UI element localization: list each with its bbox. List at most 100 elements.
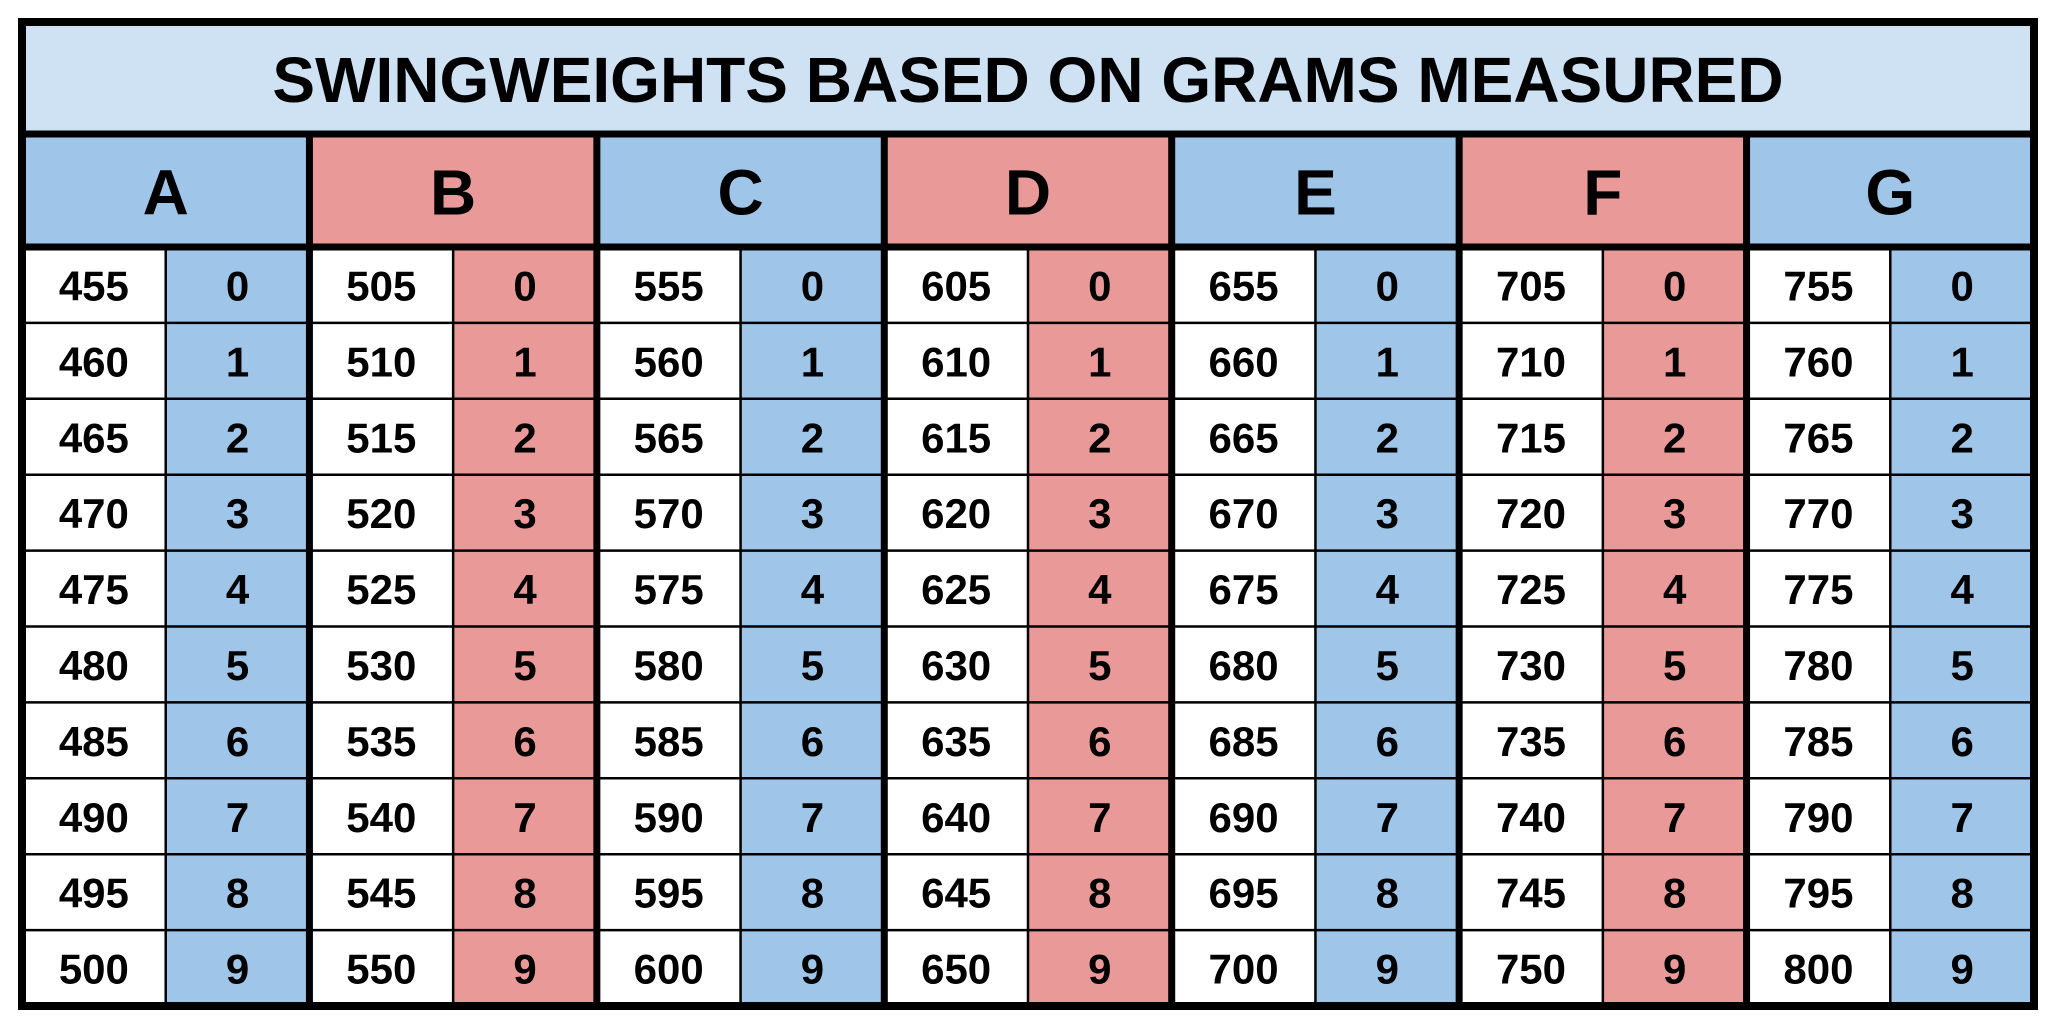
point-cell (1602, 626, 1747, 703)
swingweight-point-value: 8 (513, 870, 536, 917)
grams-value: 740 (1496, 794, 1566, 841)
point-cell (1602, 322, 1747, 399)
grams-value: 690 (1209, 794, 1279, 841)
grams-cell (596, 778, 741, 855)
grams-value: 605 (921, 262, 991, 309)
grams-cell (22, 474, 166, 551)
point-cell (165, 322, 310, 399)
grams-value: 725 (1496, 566, 1566, 613)
point-cell (1602, 247, 1747, 323)
swingweight-point-value: 3 (801, 490, 824, 537)
grams-cell (596, 322, 741, 399)
grams-value: 575 (634, 566, 704, 613)
grams-cell (1171, 550, 1316, 627)
swingweight-point-value: 8 (1663, 870, 1686, 917)
swingweight-point-value: 3 (1088, 490, 1111, 537)
swingweight-letter-d: D (1005, 157, 1051, 229)
point-cell (1315, 474, 1460, 551)
point-cell (1602, 474, 1747, 551)
point-cell (1890, 550, 2034, 627)
swingweight-point-value: 7 (801, 794, 824, 841)
grams-cell (1459, 626, 1603, 703)
swingweight-point-value: 2 (226, 414, 249, 461)
point-cell (740, 322, 885, 399)
grams-cell (596, 854, 741, 931)
grams-cell (884, 474, 1028, 551)
point-cell (1890, 854, 2034, 931)
point-cell (165, 778, 310, 855)
point-cell (1315, 854, 1460, 931)
point-cell (740, 854, 885, 931)
grams-cell (1171, 702, 1316, 779)
swingweight-point-value: 3 (1950, 490, 1973, 537)
grams-value: 630 (921, 642, 991, 689)
point-cell (453, 398, 597, 475)
grams-cell (1459, 398, 1603, 475)
swingweight-point-value: 0 (1376, 262, 1399, 309)
grams-value: 765 (1783, 414, 1853, 461)
swingweight-point-value: 4 (1663, 566, 1687, 613)
grams-value: 650 (921, 946, 991, 993)
grams-value: 465 (59, 414, 129, 461)
point-cell (740, 702, 885, 779)
swingweight-point-value: 0 (513, 262, 536, 309)
grams-cell (1459, 930, 1603, 1006)
swingweight-point-value: 0 (1950, 262, 1973, 309)
grams-value: 680 (1209, 642, 1279, 689)
swingweight-point-value: 9 (1376, 946, 1399, 993)
swingweight-point-value: 4 (1088, 566, 1112, 613)
grams-value: 780 (1783, 642, 1853, 689)
grams-cell (1746, 322, 1891, 399)
swingweight-point-value: 8 (801, 870, 824, 917)
grams-cell (22, 398, 166, 475)
grams-cell (884, 778, 1028, 855)
swingweight-point-value: 8 (1376, 870, 1399, 917)
grams-cell (1746, 474, 1891, 551)
grams-value: 665 (1209, 414, 1279, 461)
swingweight-point-value: 2 (801, 414, 824, 461)
point-cell (1028, 702, 1172, 779)
grams-cell (1746, 247, 1891, 323)
grams-value: 460 (59, 338, 129, 385)
grams-cell (309, 702, 454, 779)
grams-cell (1171, 474, 1316, 551)
point-cell (1315, 778, 1460, 855)
point-cell (1028, 778, 1172, 855)
title-band (22, 22, 2034, 134)
grams-cell (309, 398, 454, 475)
swingweight-point-value: 6 (1088, 718, 1111, 765)
grams-value: 715 (1496, 414, 1566, 461)
grams-cell (596, 626, 741, 703)
swingweight-point-value: 7 (1376, 794, 1399, 841)
swingweight-point-value: 7 (1088, 794, 1111, 841)
swingweight-point-value: 2 (1950, 414, 1973, 461)
grams-value: 730 (1496, 642, 1566, 689)
grams-cell (1459, 474, 1603, 551)
grams-cell (884, 550, 1028, 627)
grams-cell (596, 930, 741, 1006)
grams-cell (1459, 247, 1603, 323)
grams-cell (1746, 854, 1891, 931)
point-cell (453, 247, 597, 323)
grams-cell (1746, 626, 1891, 703)
point-cell (165, 854, 310, 931)
grams-value: 595 (634, 870, 704, 917)
grams-value: 705 (1496, 262, 1566, 309)
swingweight-point-value: 7 (1950, 794, 1973, 841)
point-cell (1602, 398, 1747, 475)
point-cell (1315, 398, 1460, 475)
swingweight-point-value: 7 (513, 794, 536, 841)
grams-cell (22, 626, 166, 703)
swingweight-point-value: 6 (226, 718, 249, 765)
point-cell (740, 778, 885, 855)
point-cell (1602, 550, 1747, 627)
grams-value: 565 (634, 414, 704, 461)
swingweight-point-value: 3 (1663, 490, 1686, 537)
point-cell (165, 930, 310, 1006)
point-cell (1315, 247, 1460, 323)
grams-value: 625 (921, 566, 991, 613)
grams-cell (884, 626, 1028, 703)
point-cell (165, 702, 310, 779)
point-cell (740, 550, 885, 627)
grams-value: 670 (1209, 490, 1279, 537)
